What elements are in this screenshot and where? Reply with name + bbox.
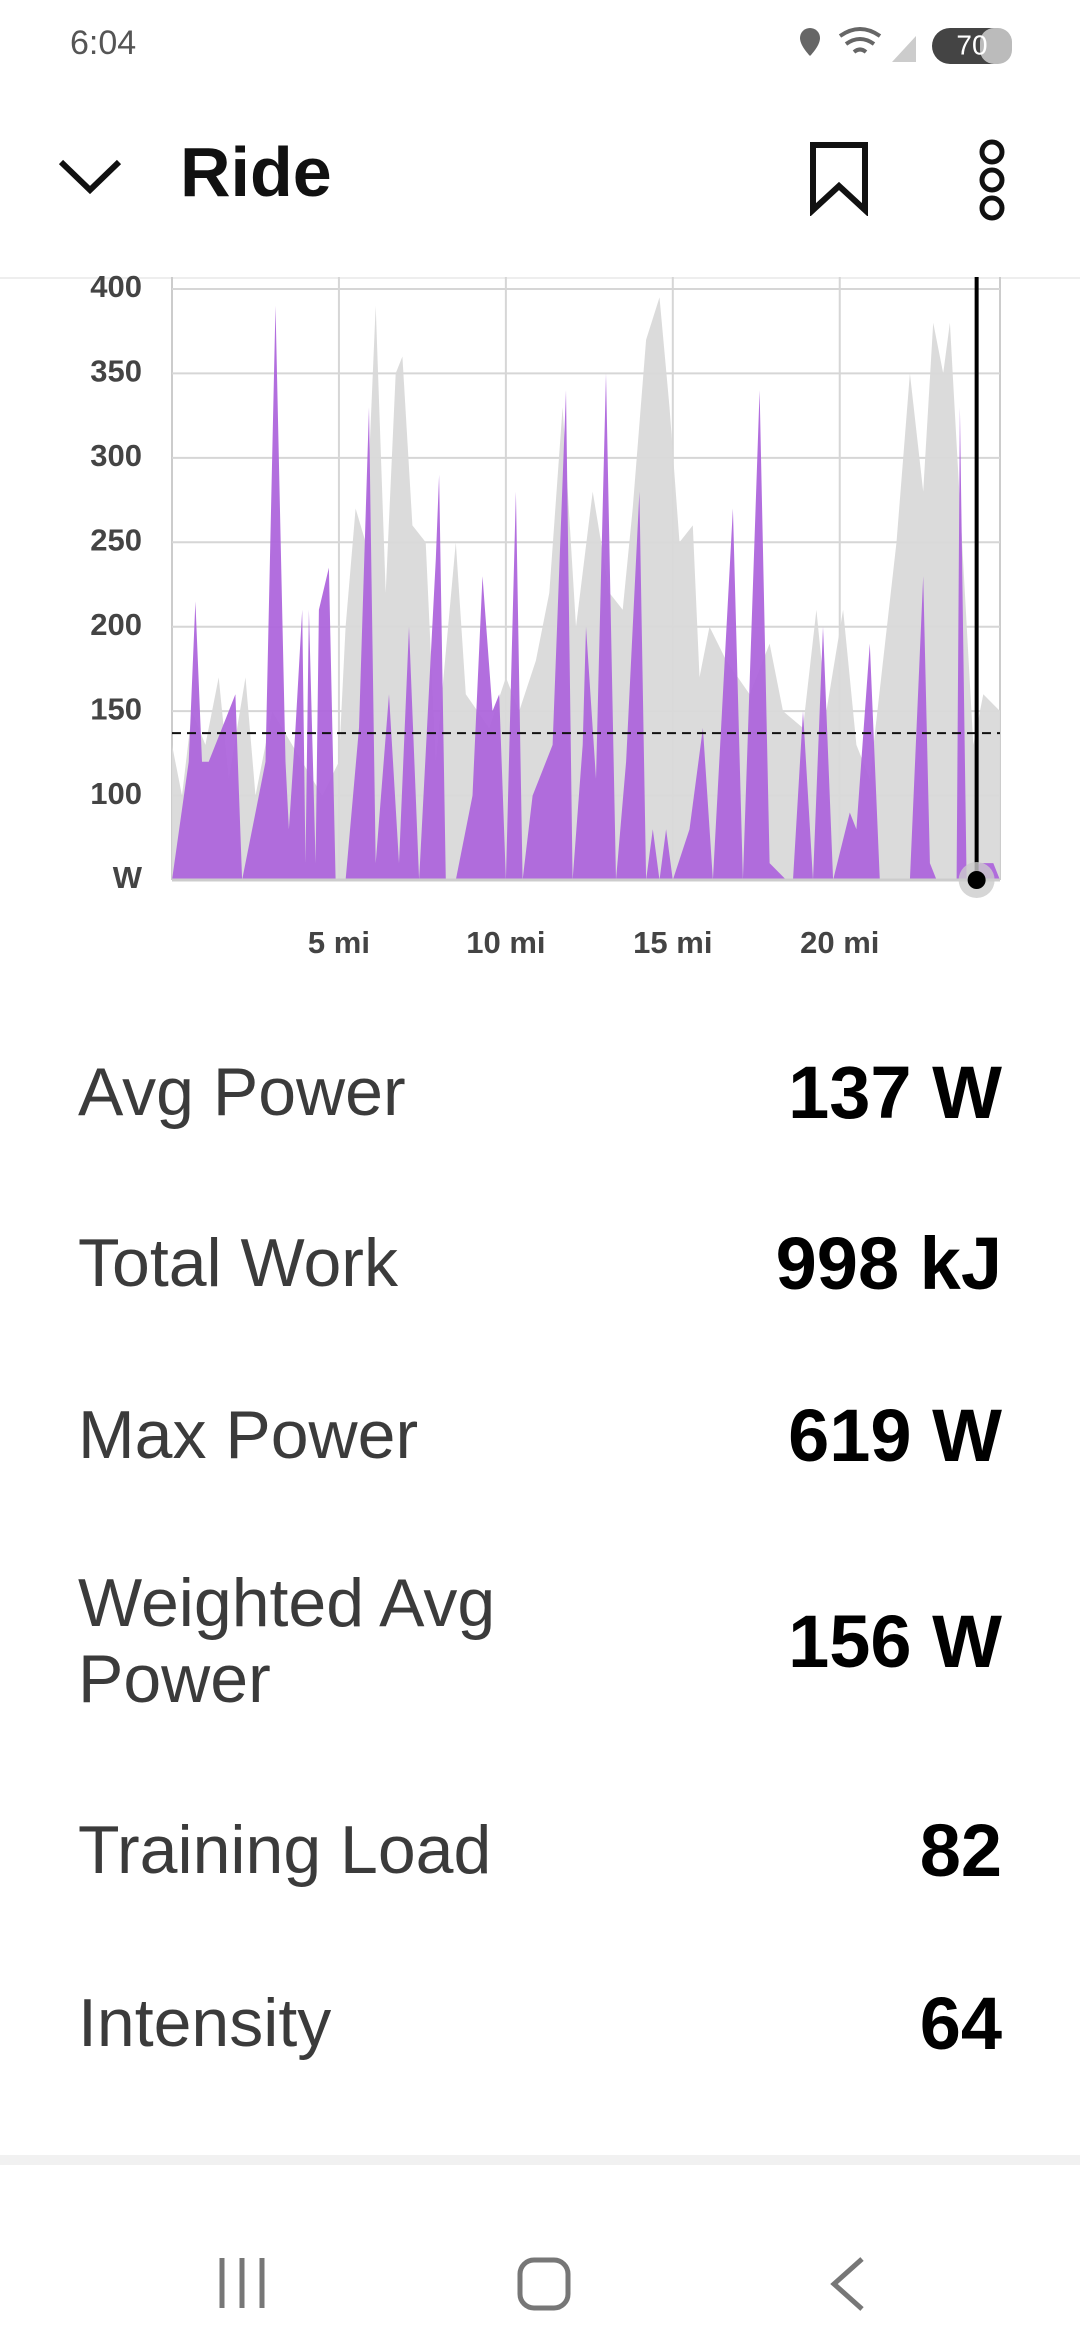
stat-label: Training Load [78, 1812, 492, 1888]
y-tick-label: 400 [90, 269, 142, 304]
y-tick-label: 200 [90, 607, 142, 642]
x-tick-label: 20 mi [800, 925, 879, 960]
header [0, 0, 1080, 279]
back-button[interactable] [830, 2257, 864, 2311]
stat-label: Weighted Avg Power [78, 1565, 496, 1717]
area [172, 305, 1000, 880]
stat-label: Total Work [78, 1225, 398, 1301]
status-time: 6:04 [70, 24, 137, 62]
recent-apps-button[interactable] [219, 2258, 265, 2308]
stat-value: 137 W [788, 1050, 1002, 1134]
stat-value: 619 W [788, 1393, 1002, 1477]
home-button[interactable] [517, 2257, 571, 2311]
page-title: Ride [180, 133, 332, 211]
status-icons: 70 [800, 27, 1012, 64]
y-tick-label: W [113, 860, 143, 895]
cursor-dot [967, 871, 986, 889]
battery-level: 70 [956, 29, 987, 60]
stat-row: Total Work 998 kJ [78, 1203, 1002, 1323]
stat-row: Training Load 82 [78, 1790, 1002, 1910]
stat-row: Intensity 64 [78, 1963, 1002, 2083]
stat-label: Max Power [78, 1397, 419, 1473]
location-icon [800, 28, 820, 56]
x-tick-label: 15 mi [633, 925, 712, 960]
stat-value: 64 [919, 1981, 1002, 2065]
bookmark-button[interactable] [808, 140, 872, 216]
stat-row: Weighted Avg Power 156 W [78, 1565, 1002, 1717]
y-tick-label: 300 [90, 438, 142, 473]
stat-label: Avg Power [78, 1054, 406, 1130]
more-button[interactable] [972, 138, 1012, 222]
collapse-button[interactable] [55, 150, 125, 200]
power-chart: W 100 150 200 250 300 350 400 5 mi 10 mi 15 mi 20 m… [90, 269, 1001, 960]
nav-bar [219, 2257, 864, 2311]
y-tick-label: 100 [90, 776, 142, 811]
x-tick-label: 5 mi [308, 925, 370, 960]
stat-value: 156 W [788, 1599, 1002, 1683]
y-tick-label: 250 [90, 522, 142, 557]
stat-value: 82 [919, 1808, 1002, 1892]
x-tick-label: 10 mi [466, 925, 545, 960]
signal-icon [892, 36, 916, 62]
battery-rest [980, 28, 1012, 64]
stat-label: Intensity [78, 1985, 332, 2061]
y-tick-label: 350 [90, 354, 142, 389]
stat-row: Avg Power 137 W [78, 1032, 1002, 1152]
area [172, 297, 1000, 880]
wifi-icon [838, 27, 882, 54]
stat-row: Max Power 619 W [78, 1375, 1002, 1495]
stat-value: 998 kJ [775, 1221, 1002, 1305]
y-tick-label: 150 [90, 691, 142, 726]
divider [0, 2155, 1080, 2165]
